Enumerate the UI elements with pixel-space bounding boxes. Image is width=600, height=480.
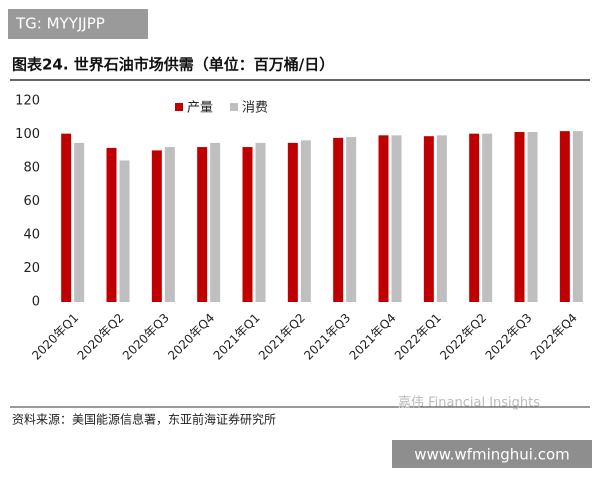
y-tick-label: 80: [23, 161, 40, 176]
y-tick-label: 100: [15, 127, 40, 142]
x-tick-label: 2020年Q3: [120, 311, 172, 363]
bar: [255, 142, 266, 302]
bar: [469, 133, 480, 302]
x-tick-label: 2021年Q3: [301, 311, 353, 363]
bar: [572, 131, 583, 302]
watermark-box: [8, 9, 148, 39]
y-tick-label: 60: [23, 194, 40, 209]
legend-label: 产量: [187, 101, 213, 116]
bar: [197, 147, 208, 302]
bar: [378, 135, 389, 302]
x-tick-label: 2021年Q1: [211, 311, 263, 363]
bar: [164, 147, 175, 302]
x-tick-label: 2021年Q2: [256, 311, 308, 363]
y-tick-label: 40: [23, 228, 40, 243]
legend-label: 消费: [242, 101, 268, 116]
bar: [106, 147, 117, 302]
site-box: [392, 440, 592, 468]
bar: [61, 133, 72, 302]
x-tick-label: 2021年Q4: [347, 311, 399, 363]
site-watermark: www.wfminghui.com: [414, 446, 570, 464]
bar: [423, 136, 434, 302]
x-tick-label: 2022年Q4: [528, 311, 580, 363]
x-tick-label: 2022年Q1: [392, 311, 444, 363]
bar: [300, 140, 311, 302]
y-tick-label: 120: [15, 94, 40, 109]
y-tick-label: 0: [32, 295, 40, 310]
logo-watermark: 嘉伟 Financial Insights: [398, 396, 540, 411]
bar: [210, 142, 221, 302]
x-tick-label: 2020年Q1: [29, 311, 81, 363]
bar: [119, 160, 130, 302]
x-tick-label: 2020年Q2: [75, 311, 127, 363]
x-tick-label: 2020年Q4: [165, 311, 217, 363]
chart-title: 图表24. 世界石油市场供需（单位：百万桶/日）: [12, 56, 334, 74]
bar: [514, 131, 525, 302]
bar: [482, 133, 493, 302]
bar: [436, 135, 447, 302]
bar: [346, 137, 357, 302]
bar: [559, 131, 570, 302]
source: 资料来源：美国能源信息署，东亚前海证券研究所: [12, 412, 276, 427]
watermark: TG: MYYJJPP: [15, 15, 105, 33]
legend-swatch: [175, 103, 183, 111]
bar: [333, 137, 344, 302]
bar: [151, 150, 162, 302]
bar: [527, 131, 538, 302]
x-tick-label: 2022年Q2: [437, 311, 489, 363]
legend-swatch: [230, 103, 238, 111]
y-tick-label: 20: [23, 261, 40, 276]
bar: [391, 135, 402, 302]
bar: [287, 142, 298, 302]
x-tick-label: 2022年Q3: [483, 311, 535, 363]
bar: [74, 142, 85, 302]
bar: [242, 147, 253, 302]
